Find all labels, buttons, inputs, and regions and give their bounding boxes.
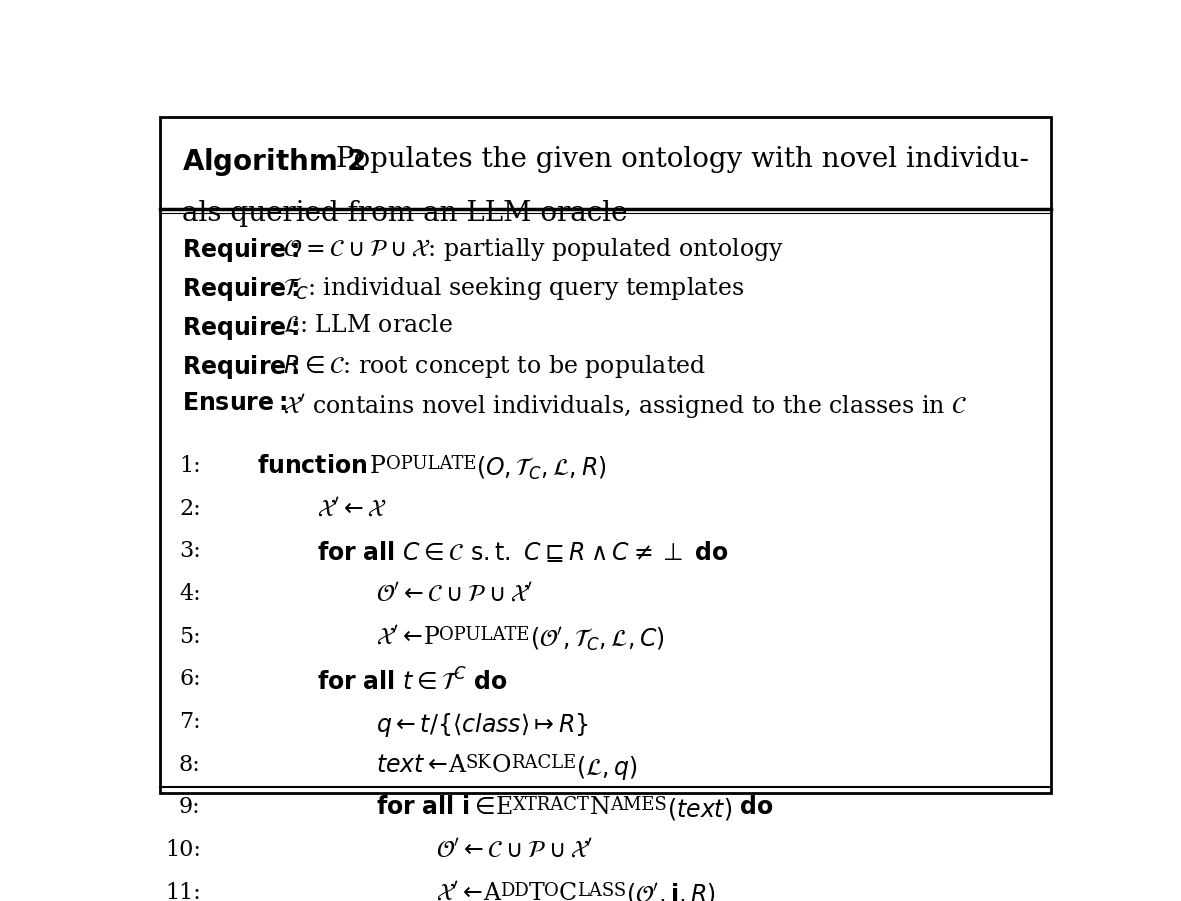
- Text: $\mathcal{X}' \leftarrow \mathcal{X}$: $\mathcal{X}' \leftarrow \mathcal{X}$: [317, 497, 387, 521]
- Text: 2:: 2:: [180, 497, 201, 520]
- Text: $\mathbf{for\ all}\ C \in \mathcal{C}\ \mathrm{s.t.}\ C \sqsubseteq R \wedge C \: $\mathbf{for\ all}\ C \in \mathcal{C}\ \…: [317, 541, 729, 565]
- Text: $\mathcal{O}' \leftarrow \mathcal{C} \cup \mathcal{P} \cup \mathcal{X}'$: $\mathcal{O}' \leftarrow \mathcal{C} \cu…: [436, 839, 593, 862]
- Text: DD: DD: [500, 882, 529, 900]
- Text: $\mathit{text} \leftarrow$: $\mathit{text} \leftarrow$: [377, 753, 449, 777]
- Text: 10:: 10:: [165, 839, 201, 861]
- Text: $(\mathit{text})$: $(\mathit{text})$: [667, 796, 732, 823]
- Text: $\mathbf{Require:}$: $\mathbf{Require:}$: [182, 276, 300, 304]
- Text: 6:: 6:: [180, 669, 201, 690]
- Text: A: A: [449, 753, 465, 777]
- Text: AMES: AMES: [611, 796, 667, 815]
- Text: $\mathcal{O}' \leftarrow \mathcal{C} \cup \mathcal{P} \cup \mathcal{X}'$: $\mathcal{O}' \leftarrow \mathcal{C} \cu…: [377, 583, 534, 606]
- Text: 7:: 7:: [180, 711, 201, 733]
- Text: OPULATE: OPULATE: [386, 455, 476, 473]
- Text: O: O: [544, 882, 559, 900]
- Text: 9:: 9:: [180, 796, 201, 818]
- Text: $q \leftarrow t/\{\langle \mathit{class} \rangle \mapsto R\}$: $q \leftarrow t/\{\langle \mathit{class}…: [377, 711, 589, 739]
- Text: N: N: [589, 796, 611, 819]
- Text: $R \in \mathcal{C}$: root concept to be populated: $R \in \mathcal{C}$: root concept to be …: [283, 353, 706, 380]
- Text: $(\mathcal{O}', \mathbf{i}, R)$: $(\mathcal{O}', \mathbf{i}, R)$: [626, 882, 717, 901]
- Text: P: P: [423, 625, 439, 649]
- Text: $\ \mathbf{i} \in$: $\ \mathbf{i} \in$: [455, 796, 495, 819]
- Text: T: T: [529, 882, 544, 901]
- Text: E: E: [495, 796, 513, 819]
- Text: $\mathbf{for\ all}$: $\mathbf{for\ all}$: [377, 796, 455, 819]
- Text: $\mathcal{T}_C$: individual seeking query templates: $\mathcal{T}_C$: individual seeking quer…: [283, 276, 744, 303]
- Text: 5:: 5:: [180, 625, 201, 648]
- Text: 11:: 11:: [165, 882, 201, 901]
- Text: $(\mathcal{O}',\mathcal{T}_C,\mathcal{L},C)$: $(\mathcal{O}',\mathcal{T}_C,\mathcal{L}…: [530, 625, 665, 653]
- Text: $\mathcal{L}$: LLM oracle: $\mathcal{L}$: LLM oracle: [283, 314, 454, 337]
- Text: 1:: 1:: [180, 455, 201, 477]
- Text: $\ \mathbf{do}$: $\ \mathbf{do}$: [732, 796, 774, 819]
- Text: $\mathcal{X}'$ contains novel individuals, assigned to the classes in $\mathcal{: $\mathcal{X}'$ contains novel individual…: [283, 392, 967, 421]
- Text: RACLE: RACLE: [510, 753, 576, 771]
- Text: $\mathbf{for\ all}\ t \in \mathcal{T}^C\ \mathbf{do}$: $\mathbf{for\ all}\ t \in \mathcal{T}^C\…: [317, 669, 508, 696]
- Text: $\mathbf{Require:}$: $\mathbf{Require:}$: [182, 236, 300, 265]
- Text: $\mathcal{X}' \leftarrow$: $\mathcal{X}' \leftarrow$: [377, 625, 423, 649]
- Text: $\mathcal{O} = \mathcal{C} \cup \mathcal{P} \cup \mathcal{X}$: partially populat: $\mathcal{O} = \mathcal{C} \cup \mathcal…: [283, 236, 784, 263]
- Text: als queried from an LLM oracle: als queried from an LLM oracle: [182, 200, 628, 227]
- Text: 8:: 8:: [180, 753, 201, 776]
- Text: LASS: LASS: [578, 882, 626, 900]
- Text: $\mathbf{Algorithm\ 2}$: $\mathbf{Algorithm\ 2}$: [182, 146, 365, 178]
- Text: 4:: 4:: [180, 583, 201, 605]
- Text: $\mathbf{Require:}$: $\mathbf{Require:}$: [182, 314, 300, 342]
- Text: $(\mathcal{L}, q)$: $(\mathcal{L}, q)$: [576, 753, 638, 782]
- Text: $\,$: $\,$: [368, 455, 370, 478]
- Text: XTRACT: XTRACT: [513, 796, 589, 815]
- Text: A: A: [483, 882, 500, 901]
- Text: Populates the given ontology with novel individu-: Populates the given ontology with novel …: [337, 146, 1029, 173]
- Text: $(O,\mathcal{T}_C,\mathcal{L},R)$: $(O,\mathcal{T}_C,\mathcal{L},R)$: [476, 455, 607, 482]
- Text: $\mathbf{Require:}$: $\mathbf{Require:}$: [182, 353, 300, 381]
- Text: $\mathcal{X}' \leftarrow$: $\mathcal{X}' \leftarrow$: [436, 882, 483, 901]
- Text: O: O: [491, 753, 510, 777]
- Text: 3:: 3:: [180, 541, 201, 562]
- Text: C: C: [559, 882, 578, 901]
- Text: P: P: [370, 455, 386, 478]
- FancyBboxPatch shape: [159, 117, 1051, 793]
- Text: OPULATE: OPULATE: [439, 625, 530, 643]
- Text: $\mathbf{function}$: $\mathbf{function}$: [257, 455, 368, 478]
- Text: $\mathbf{Ensure:}$: $\mathbf{Ensure:}$: [182, 392, 287, 414]
- Text: SK: SK: [465, 753, 491, 771]
